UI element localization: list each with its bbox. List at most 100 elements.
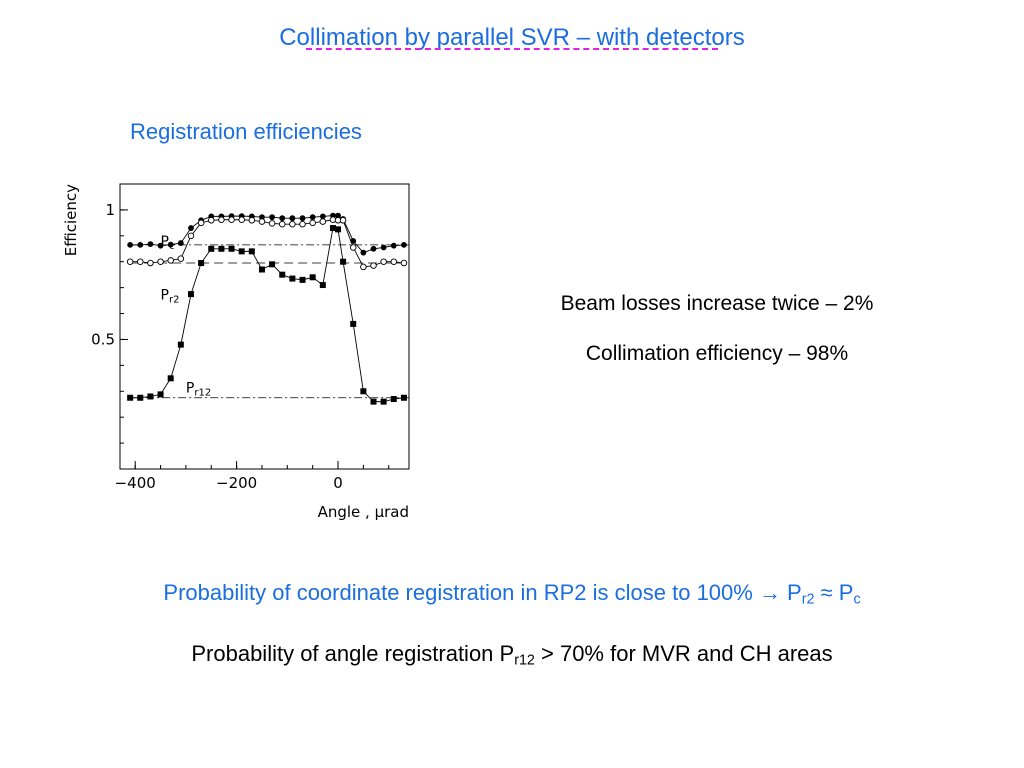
statement-text: ≈ P [814, 580, 854, 605]
data-point [137, 394, 144, 401]
data-point [400, 394, 407, 401]
data-point [400, 259, 408, 267]
data-point [268, 220, 276, 227]
title-underline [306, 48, 718, 50]
data-point [258, 218, 266, 225]
subscript-c: c [853, 591, 861, 608]
statement-text: Probability of coordinate registration i… [163, 580, 802, 605]
data-point [319, 218, 327, 225]
data-point [269, 214, 276, 221]
data-point [177, 255, 185, 262]
subscript-r12: r12 [514, 652, 535, 669]
data-point [319, 282, 326, 289]
data-point [289, 275, 296, 282]
plot-frame [119, 183, 410, 470]
note-collimation-efficiency: Collimation efficiency – 98% [585, 342, 849, 365]
data-point [360, 263, 367, 271]
data-point [177, 240, 184, 246]
coordinate-registration-statement: Probability of coordinate registration i… [0, 580, 1024, 608]
data-point [299, 215, 306, 222]
note-beam-losses: Beam losses increase twice – 2% [560, 292, 874, 315]
data-point [197, 219, 205, 227]
data-point [339, 217, 347, 224]
data-point [380, 258, 387, 265]
x-tick-label: −200 [216, 474, 257, 492]
data-point [157, 242, 164, 249]
data-point [248, 217, 256, 224]
data-point [177, 341, 184, 348]
data-point [208, 245, 215, 252]
series-label: Pr2 [161, 287, 180, 305]
data-point [329, 225, 336, 232]
data-point [147, 241, 154, 248]
y-axis-label: Efficiency [62, 184, 80, 256]
chart-subtitle: Registration efficiencies [130, 119, 362, 144]
angle-registration-statement: Probability of angle registration Pr12 >… [0, 641, 1024, 669]
data-point [278, 220, 286, 228]
data-point [259, 214, 265, 221]
series-label: Pr12 [186, 381, 211, 399]
page-title: Collimation by parallel SVR – with detec… [279, 24, 745, 51]
data-point [187, 291, 194, 298]
data-point [370, 245, 377, 252]
data-point [390, 242, 397, 249]
data-point [289, 215, 296, 222]
data-point [126, 258, 134, 265]
data-point [370, 398, 377, 405]
data-point [228, 216, 235, 224]
data-point [147, 259, 154, 267]
data-point [167, 375, 174, 382]
x-axis-label: Angle , μrad [318, 503, 409, 521]
data-point [299, 276, 306, 283]
data-point [127, 241, 134, 248]
data-point [218, 216, 225, 224]
data-point [370, 262, 377, 269]
data-point [157, 258, 164, 265]
data-point [390, 396, 397, 403]
data-point [127, 394, 134, 401]
series-label: Pc [161, 234, 175, 252]
data-point [340, 258, 347, 265]
data-point [289, 220, 296, 228]
data-point [335, 226, 342, 233]
statement-text: Probability of angle registration P [191, 641, 515, 666]
data-point [208, 217, 215, 224]
data-point [258, 266, 265, 273]
data-point [349, 244, 357, 251]
data-point [187, 232, 195, 240]
data-point [269, 261, 276, 268]
y-tick-label: 0.5 [91, 330, 115, 348]
statement-text: > 70% for MVR and CH areas [534, 641, 833, 666]
data-point [279, 271, 286, 278]
data-point [238, 216, 245, 224]
data-point [309, 219, 316, 227]
data-point [157, 391, 164, 398]
data-point [380, 244, 387, 251]
y-tick-label: 1 [105, 201, 115, 219]
data-point [309, 214, 316, 221]
data-point [350, 320, 357, 327]
x-tick-label: −400 [115, 474, 156, 492]
data-point [188, 225, 194, 231]
data-point [167, 257, 174, 264]
data-point [319, 213, 326, 220]
x-tick-label: 0 [333, 474, 343, 492]
data-point [248, 248, 255, 255]
data-point [360, 388, 367, 395]
data-point [390, 258, 398, 265]
data-point [238, 248, 245, 255]
data-point [309, 274, 316, 281]
subscript-r2: r2 [801, 591, 815, 608]
data-point [335, 212, 341, 219]
data-point [401, 241, 407, 248]
data-point [360, 249, 367, 256]
data-point [380, 398, 387, 405]
data-point [137, 258, 144, 265]
data-point [228, 245, 235, 252]
data-point [137, 241, 144, 248]
data-point [198, 260, 205, 267]
data-point [147, 393, 154, 400]
data-point [279, 215, 286, 222]
data-point [299, 220, 306, 228]
